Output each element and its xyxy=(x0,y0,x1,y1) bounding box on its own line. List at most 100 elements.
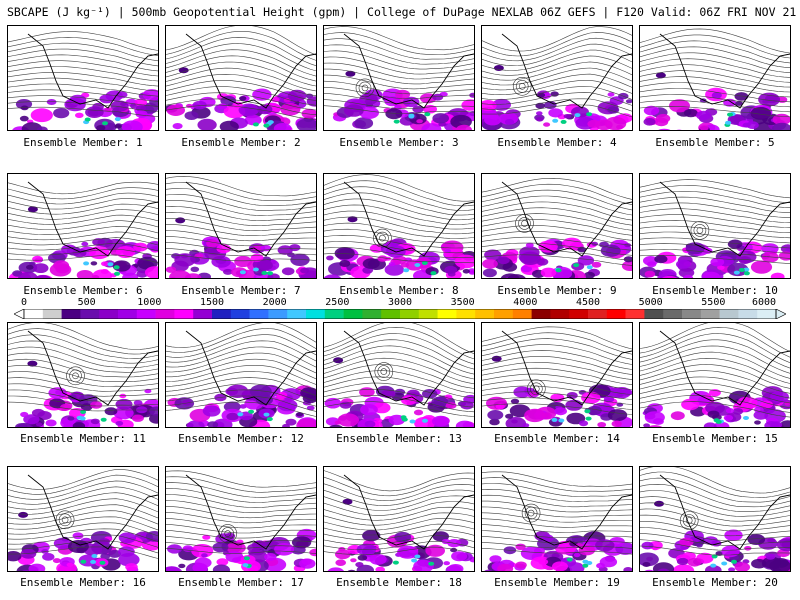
cape-shading xyxy=(8,206,158,278)
cape-shading xyxy=(327,498,474,571)
ensemble-panel xyxy=(165,322,317,428)
ensemble-panel xyxy=(323,322,475,428)
colorbar-swatch xyxy=(550,309,570,319)
height-contours xyxy=(166,470,316,554)
ensemble-member-label: Ensemble Member: 4 xyxy=(497,136,617,149)
sbcape-map xyxy=(324,26,474,130)
colorbar-swatch xyxy=(249,309,269,319)
ensemble-panel xyxy=(7,173,159,279)
colorbar-swatch xyxy=(531,309,551,319)
ensemble-member-label: Ensemble Member: 12 xyxy=(178,432,304,445)
colorbar-swatch xyxy=(42,309,62,319)
cape-shading xyxy=(167,384,316,427)
height-contours xyxy=(640,467,790,556)
colorbar-tick-label: 3000 xyxy=(387,297,413,308)
coastline xyxy=(501,474,632,550)
sbcape-map xyxy=(482,471,632,571)
colorbar-swatch xyxy=(99,309,119,319)
height-contours xyxy=(324,26,474,114)
cape-shading xyxy=(643,72,790,130)
sbcape-map xyxy=(482,177,632,278)
ensemble-member-label: Ensemble Member: 11 xyxy=(20,432,146,445)
coastline xyxy=(185,330,316,406)
coastline xyxy=(27,181,158,257)
sbcape-map xyxy=(166,26,316,130)
colorbar-tick-label: 1000 xyxy=(137,297,162,308)
coastline xyxy=(501,33,632,109)
colorbar-tick-label: 0 xyxy=(20,297,28,308)
height-contours xyxy=(482,177,632,266)
ensemble-member-label: Ensemble Member: 20 xyxy=(652,576,778,589)
ensemble-member-label: Ensemble Member: 2 xyxy=(181,136,301,149)
colorbar-swatch xyxy=(174,309,194,319)
colorbar-swatch xyxy=(61,309,81,319)
ensemble-member-label: Ensemble Member: 18 xyxy=(336,576,462,589)
colorbar-swatch xyxy=(24,309,44,319)
ensemble-panel xyxy=(323,173,475,279)
height-contours xyxy=(482,471,632,555)
coastline xyxy=(659,330,790,406)
ensemble-member-label: Ensemble Member: 9 xyxy=(497,284,617,297)
sbcape-map xyxy=(482,326,632,427)
sbcape-map xyxy=(324,174,474,278)
cape-shading xyxy=(642,386,790,427)
ensemble-member-label: Ensemble Member: 15 xyxy=(652,432,778,445)
cape-shading xyxy=(640,500,790,571)
colorbar-tick-label: 2000 xyxy=(262,297,287,308)
sbcape-map xyxy=(8,323,158,427)
coastline xyxy=(501,330,632,406)
colorbar-swatch xyxy=(719,309,739,319)
colorbar-tick-label: 3500 xyxy=(450,297,475,308)
ensemble-panel xyxy=(323,466,475,572)
sbcape-map xyxy=(640,323,790,427)
cape-shading xyxy=(482,237,632,278)
colorbar-swatch xyxy=(343,309,363,319)
sbcape-map xyxy=(640,467,790,571)
ensemble-member-label: Ensemble Member: 17 xyxy=(178,576,304,589)
sbcape-map xyxy=(166,470,316,571)
height-contours xyxy=(166,176,316,262)
ensemble-panel xyxy=(7,322,159,428)
colorbar-swatch xyxy=(588,309,608,319)
page-title: SBCAPE (J kg⁻¹) | 500mb Geopotential Hei… xyxy=(7,5,797,19)
height-contours xyxy=(166,26,316,120)
cape-shading xyxy=(332,70,474,130)
height-contours xyxy=(482,326,632,415)
ensemble-member-label: Ensemble Member: 16 xyxy=(20,576,146,589)
ensemble-panel xyxy=(165,25,317,131)
colorbar-tick-label: 5000 xyxy=(638,297,663,308)
colorbar-swatch xyxy=(606,309,626,319)
colorbar-swatch xyxy=(512,309,532,319)
coastline xyxy=(343,181,474,257)
colorbar-swatch xyxy=(663,309,683,319)
coastline xyxy=(659,33,790,109)
ensemble-member-label: Ensemble Member: 3 xyxy=(339,136,459,149)
colorbar-swatch xyxy=(418,309,438,319)
colorbar-tick-label: 500 xyxy=(77,297,96,308)
ensemble-panel xyxy=(639,173,791,279)
cape-shading xyxy=(166,217,316,278)
sbcape-map xyxy=(640,179,790,278)
colorbar-swatch xyxy=(118,309,138,319)
ensemble-member-label: Ensemble Member: 14 xyxy=(494,432,620,445)
colorbar-swatch xyxy=(362,309,382,319)
sbcape-map xyxy=(8,31,158,130)
ensemble-panel xyxy=(165,466,317,572)
cape-shading xyxy=(486,355,632,427)
coastline xyxy=(27,33,158,109)
ensemble-panel xyxy=(639,322,791,428)
ensemble-panel xyxy=(7,25,159,131)
colorbar-swatch xyxy=(625,309,645,319)
sbcape-map xyxy=(8,181,158,278)
colorbar-swatch xyxy=(324,309,344,319)
colorbar-swatch xyxy=(287,309,307,319)
height-contours xyxy=(324,174,474,264)
colorbar-swatch xyxy=(268,309,288,319)
height-contours xyxy=(324,323,474,417)
ensemble-member-label: Ensemble Member: 7 xyxy=(181,284,301,297)
colorbar-swatch xyxy=(400,309,420,319)
coastline xyxy=(659,474,790,550)
colorbar-swatch xyxy=(475,309,495,319)
height-contours xyxy=(166,323,316,417)
colorbar-swatch xyxy=(437,309,457,319)
